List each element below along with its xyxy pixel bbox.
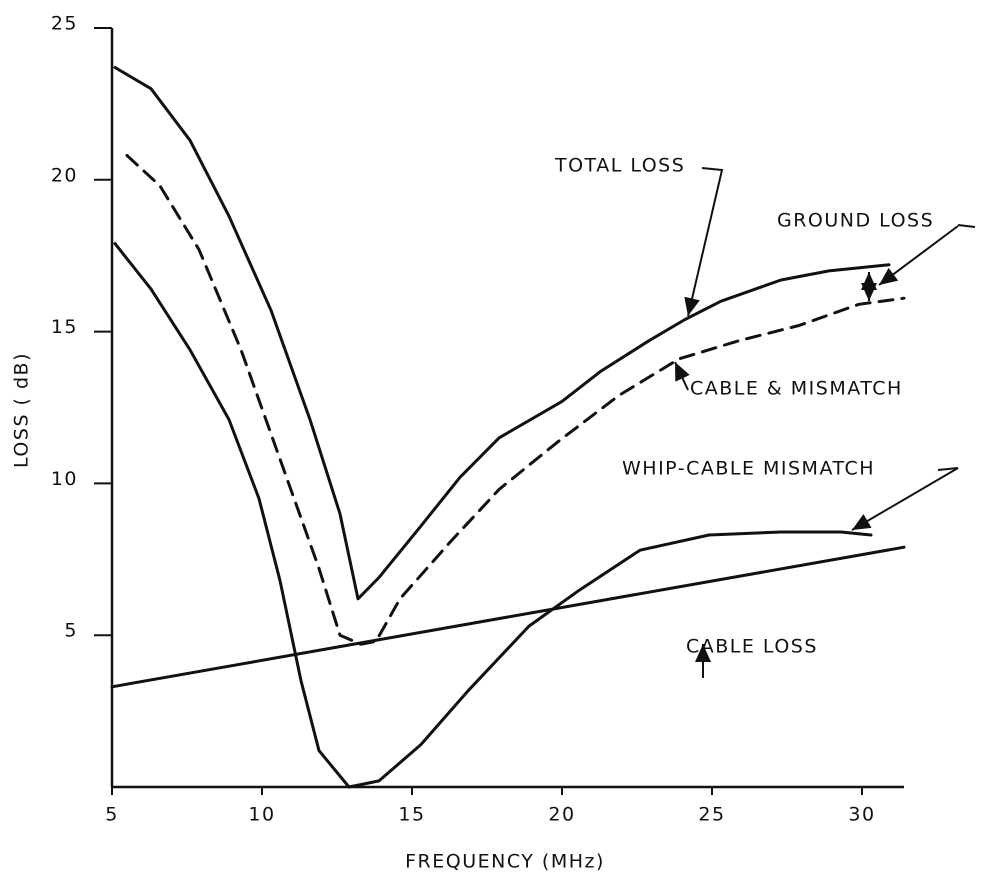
series-line [113, 242, 873, 789]
series-line [125, 154, 906, 646]
leader-arrow [684, 167, 724, 317]
x-tick-label: 5 [105, 804, 119, 826]
y-tick-label: 10 [51, 468, 78, 490]
x-tick-label: 30 [848, 804, 875, 826]
leader-arrow [674, 361, 690, 391]
y-axis-label: LOSS ( dB) [11, 352, 33, 468]
y-tick-label: 25 [51, 13, 78, 35]
x-tick-label: 10 [248, 804, 275, 826]
leader-arrow [851, 467, 959, 531]
y-tick-label: 15 [51, 316, 78, 338]
annotation: CABLE LOSS [686, 636, 818, 658]
series-line [113, 66, 891, 601]
y-tick-label: 5 [64, 620, 78, 642]
annotation: WHIP-CABLE MISMATCH [622, 458, 875, 480]
annotation: CABLE & MISMATCH [690, 378, 903, 400]
x-tick-label: 25 [698, 804, 725, 826]
leader-arrow [879, 224, 976, 285]
annotation: TOTAL LOSS [554, 155, 685, 177]
annotation: GROUND LOSS [777, 210, 934, 232]
x-tick-label: 20 [548, 804, 575, 826]
x-axis-label: FREQUENCY (MHz) [405, 851, 605, 873]
x-tick-label: 15 [398, 804, 425, 826]
series-line [110, 545, 906, 689]
y-tick-label: 20 [51, 164, 78, 186]
